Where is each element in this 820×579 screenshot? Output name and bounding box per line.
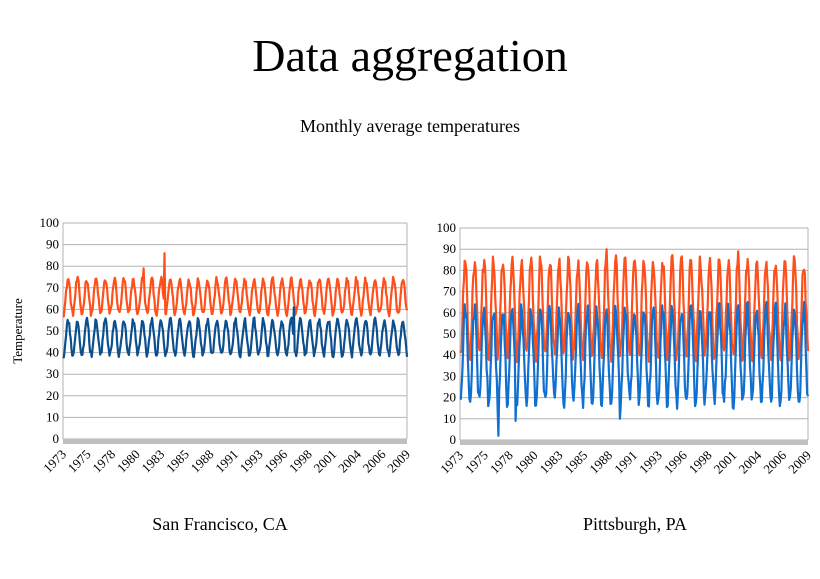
pittsburgh-chart: 0 10 20 30 40 50 60 70 80 90 100 1973 1975 1978 1980 19… <box>420 210 820 500</box>
pittsburgh-chart-svg: 0102030405060708090100197319751978198019… <box>437 220 815 477</box>
series-line-low <box>459 300 810 437</box>
y-tick-label: 100 <box>437 220 457 235</box>
y-tick-label: 30 <box>46 366 59 381</box>
x-tick-label: 2004 <box>335 446 364 475</box>
x-tick-label: 1978 <box>89 447 118 476</box>
plot-floor <box>460 440 808 445</box>
san-francisco-caption: San Francisco, CA <box>152 514 288 534</box>
x-tick-label: 2009 <box>384 447 413 476</box>
plot-floor <box>63 439 407 444</box>
x-tick-label: 1996 <box>661 447 690 476</box>
x-tick-label: 2006 <box>360 446 389 475</box>
y-tick-label: 20 <box>443 390 456 405</box>
x-tick-label: 1985 <box>163 447 192 476</box>
y-tick-label: 70 <box>46 280 59 295</box>
slide-title: Data aggregation <box>252 30 568 81</box>
x-tick-label: 1973 <box>437 448 466 477</box>
x-tick-label: 1991 <box>212 447 241 476</box>
x-tick-label: 1980 <box>512 448 541 477</box>
y-tick-label: 0 <box>450 432 457 447</box>
pittsburgh-caption: Pittsburgh, PA <box>582 514 688 534</box>
x-tick-label: 1998 <box>286 447 315 476</box>
x-tick-label: 1988 <box>188 447 217 476</box>
y-tick-label: 60 <box>46 301 59 316</box>
y-tick-label: 40 <box>443 347 456 362</box>
x-tick-label: 1983 <box>537 448 566 477</box>
y-tick-label: 20 <box>46 388 59 403</box>
series-line-high <box>459 248 810 364</box>
x-tick-label: 2009 <box>785 448 814 477</box>
y-tick-label: 70 <box>443 284 456 299</box>
x-tick-label: 1975 <box>462 448 491 477</box>
y-tick-label: 30 <box>443 368 456 383</box>
x-tick-label: 1991 <box>611 448 640 477</box>
slide-subtitle: Monthly average temperatures <box>300 116 520 136</box>
y-tick-label: 90 <box>443 241 456 256</box>
x-tick-label: 1993 <box>636 448 665 477</box>
x-tick-label: 1980 <box>114 447 143 476</box>
x-tick-label: 1996 <box>261 446 290 475</box>
x-tick-label: 2006 <box>760 447 789 476</box>
y-tick-label: 50 <box>443 326 456 341</box>
x-tick-label: 2001 <box>711 448 740 477</box>
y-tick-label: 10 <box>46 409 59 424</box>
series-line-high <box>62 252 409 318</box>
x-tick-label: 2004 <box>735 447 764 476</box>
y-tick-label: 60 <box>443 305 456 320</box>
y-tick-label: 80 <box>46 258 59 273</box>
x-tick-label: 1973 <box>40 447 69 476</box>
x-tick-label: 1988 <box>586 448 615 477</box>
series-line-low <box>62 306 409 359</box>
y-tick-label: 50 <box>46 323 59 338</box>
x-tick-label: 2001 <box>310 447 339 476</box>
y-tick-label: 80 <box>443 262 456 277</box>
x-tick-label: 1993 <box>237 447 266 476</box>
y-tick-label: 90 <box>46 237 59 252</box>
y-tick-label: 0 <box>53 431 60 446</box>
y-tick-label: 40 <box>46 345 59 360</box>
x-tick-label: 1983 <box>138 447 167 476</box>
y-axis-label: Temperature <box>10 298 25 364</box>
y-tick-label: 100 <box>40 215 60 230</box>
san-francisco-chart-svg: 0102030405060708090100197319751978198019… <box>10 215 413 476</box>
x-tick-label: 1975 <box>65 447 94 476</box>
y-tick-label: 10 <box>443 411 456 426</box>
x-tick-label: 1978 <box>487 448 516 477</box>
san-francisco-chart: 0 10 20 30 40 50 60 70 80 90 100 1973 1975 1978 1980 19… <box>0 210 420 500</box>
x-tick-label: 1985 <box>561 448 590 477</box>
x-tick-label: 1998 <box>686 448 715 477</box>
